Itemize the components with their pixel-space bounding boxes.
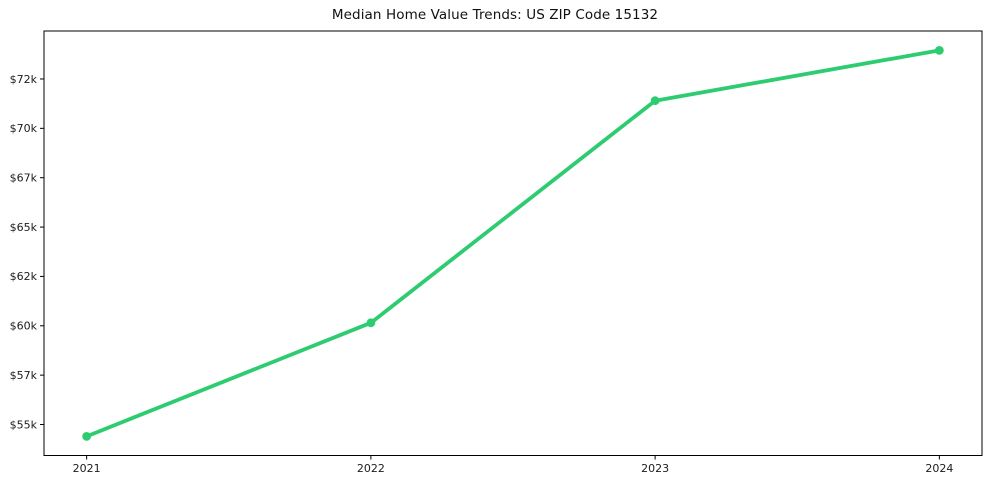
y-tick-label: $70k <box>10 122 38 135</box>
x-tick-label: 2023 <box>641 462 669 475</box>
y-tick-label: $67k <box>10 171 38 184</box>
plot-frame <box>43 30 983 456</box>
y-tick-label: $62k <box>10 270 38 283</box>
chart-title: Median Home Value Trends: US ZIP Code 15… <box>331 7 659 23</box>
data-point-marker <box>934 45 944 55</box>
y-tick-label: $60k <box>10 320 38 333</box>
y-tick-label: $65k <box>10 221 38 234</box>
x-tick-label: 2024 <box>925 462 953 475</box>
series-line <box>84 48 942 439</box>
data-point-marker <box>82 431 92 441</box>
y-tick-label: $72k <box>10 73 38 86</box>
data-point-marker <box>650 96 660 106</box>
y-tick-label: $55k <box>10 418 38 431</box>
data-point-marker <box>366 318 376 328</box>
x-tick-label: 2022 <box>357 462 385 475</box>
y-tick-label: $57k <box>10 369 38 382</box>
x-tick-label: 2021 <box>73 462 101 475</box>
